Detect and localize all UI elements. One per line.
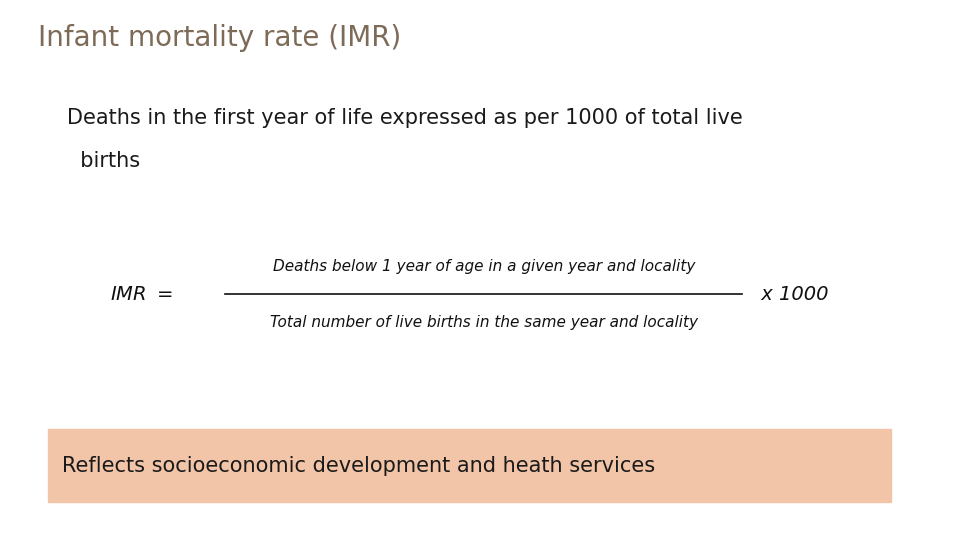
Text: Reflects socioeconomic development and heath services: Reflects socioeconomic development and h… [62,456,655,476]
Text: x 1000: x 1000 [755,285,829,304]
Text: Infant mortality rate (IMR): Infant mortality rate (IMR) [38,24,401,52]
Text: Total number of live births in the same year and locality: Total number of live births in the same … [270,315,697,330]
Text: Deaths below 1 year of age in a given year and locality: Deaths below 1 year of age in a given ye… [273,259,695,274]
Text: Deaths in the first year of life expressed as per 1000 of total live: Deaths in the first year of life express… [67,108,742,128]
Text: births: births [67,151,140,171]
Text: $\mathit{IMR}\ =$: $\mathit{IMR}\ =$ [110,285,172,304]
FancyBboxPatch shape [48,429,891,502]
